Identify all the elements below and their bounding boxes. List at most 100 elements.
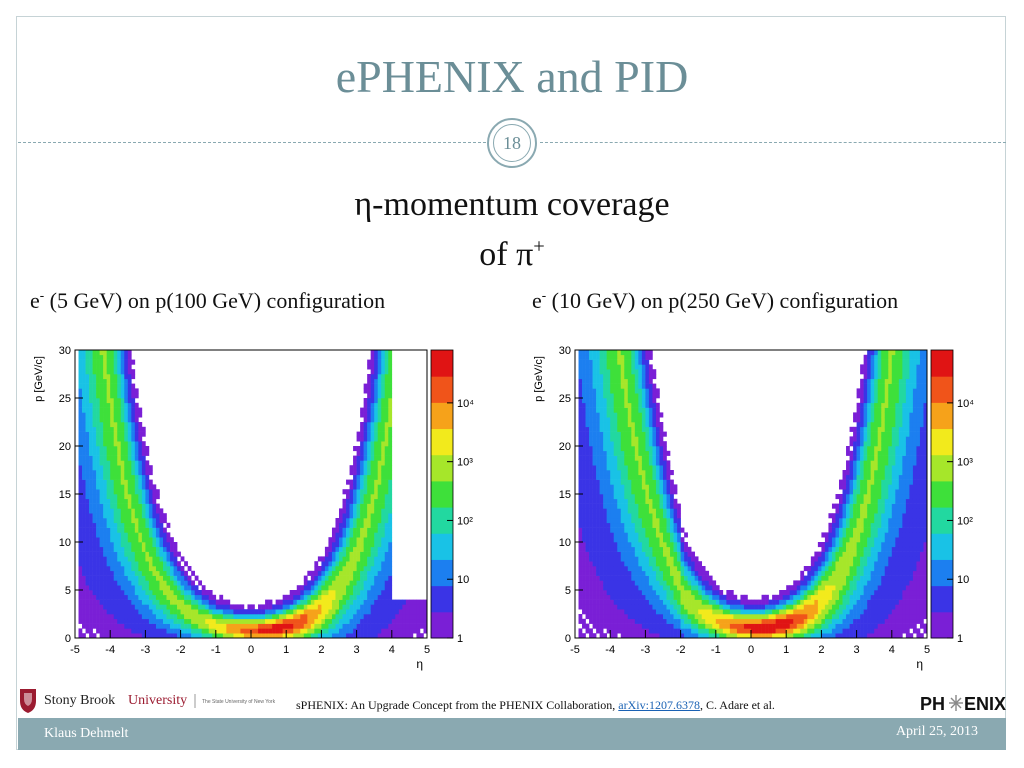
heatmap-cell [416,599,421,605]
heatmap-cell [184,561,188,567]
heatmap-cell [610,522,615,528]
heatmap-cell [106,422,111,428]
heatmap-cell [751,609,755,615]
heatmap-cell [113,422,118,428]
heatmap-cell [78,522,83,528]
heatmap-cell [691,585,695,591]
title-divider-right [540,142,1006,143]
heatmap-cell [377,470,382,476]
heatmap-cell [293,614,298,620]
heatmap-cell [627,479,632,485]
heatmap-cell [384,575,389,581]
heatmap-cell [99,546,104,552]
heatmap-cell [613,407,618,413]
heatmap-cell [641,388,646,394]
heatmap-cell [377,590,382,596]
heatmap-cell [578,599,583,605]
title-divider-left [18,142,486,143]
x-axis-label: η [416,657,423,671]
heatmap-cell [117,546,122,552]
heatmap-cell [842,614,847,620]
heatmap-cell [828,570,833,576]
heatmap-cell [331,580,336,586]
heatmap-cell [124,402,129,408]
heatmap-cell [138,513,143,519]
heatmap-cell [85,614,90,620]
heatmap-cell [638,479,643,485]
heatmap-cell [173,542,178,548]
heatmap-cell [89,527,93,533]
heatmap-cell [810,614,815,620]
heatmap-cell [131,494,136,500]
heatmap-cell [184,570,188,576]
heatmap-cell [613,498,618,504]
heatmap-cell [388,369,393,375]
heatmap-cell [596,609,600,615]
heatmap-cell [110,374,115,380]
heatmap-cell [603,441,607,447]
heatmap-cell [120,412,125,418]
heatmap-cell [585,522,590,528]
heatmap-cell [265,599,269,605]
heatmap-cell [138,422,143,428]
heatmap-cell [117,618,122,624]
heatmap-cell [131,585,136,591]
heatmap-cell [370,628,375,634]
heatmap-cell [388,494,393,500]
heatmap-cell [212,599,217,605]
heatmap-cell [243,633,248,639]
heatmap-cell [409,609,414,615]
heatmap-cell [349,551,354,557]
heatmap-cell [585,489,590,495]
heatmap-cell [92,570,97,576]
heatmap-cell [582,532,586,538]
heatmap-cell [747,614,752,620]
heatmap-cell [638,407,643,413]
heatmap-cell [82,513,86,519]
heatmap-cell [96,393,100,399]
heatmap-cell [627,570,632,576]
heatmap-cell [99,407,104,413]
heatmap-cell [691,599,695,605]
heatmap-cell [617,378,622,384]
heatmap-cell [589,369,593,375]
heatmap-cell [89,594,93,600]
heatmap-cell [363,460,368,466]
heatmap-cell [342,537,347,543]
heatmap-cell [663,633,667,639]
heatmap-cell [127,628,132,634]
heatmap-cell [624,556,629,562]
heatmap-cell [342,561,347,567]
heatmap-cell [381,470,386,476]
heatmap-cell [638,542,643,548]
heatmap-cell [303,609,308,615]
heatmap-cell [634,350,639,356]
heatmap-cell [177,585,181,591]
heatmap-cell [641,489,646,495]
heatmap-cell [99,522,104,528]
heatmap-cell [687,556,692,562]
heatmap-cell [782,618,787,624]
heatmap-cell [842,474,847,480]
heatmap-cell [381,450,386,456]
heatmap-cell [620,623,625,629]
heatmap-cell [367,470,371,476]
heatmap-cell [300,633,305,639]
heatmap-cell [655,436,660,442]
heatmap-cell [652,527,657,533]
heatmap-cell [592,354,597,360]
heatmap-cell [603,623,607,629]
heatmap-cell [303,628,308,634]
heatmap-cell [603,532,607,538]
heatmap-cell [416,609,421,615]
heatmap-cell [673,489,678,495]
heatmap-cell [701,604,706,610]
heatmap-cell [134,580,139,586]
heatmap-cell [789,618,794,624]
heatmap-cell [578,628,583,634]
heatmap-cell [627,618,632,624]
heatmap-cell [680,580,685,586]
heatmap-cell [293,628,298,634]
heatmap-cell [666,590,671,596]
heatmap-cell [152,580,157,586]
